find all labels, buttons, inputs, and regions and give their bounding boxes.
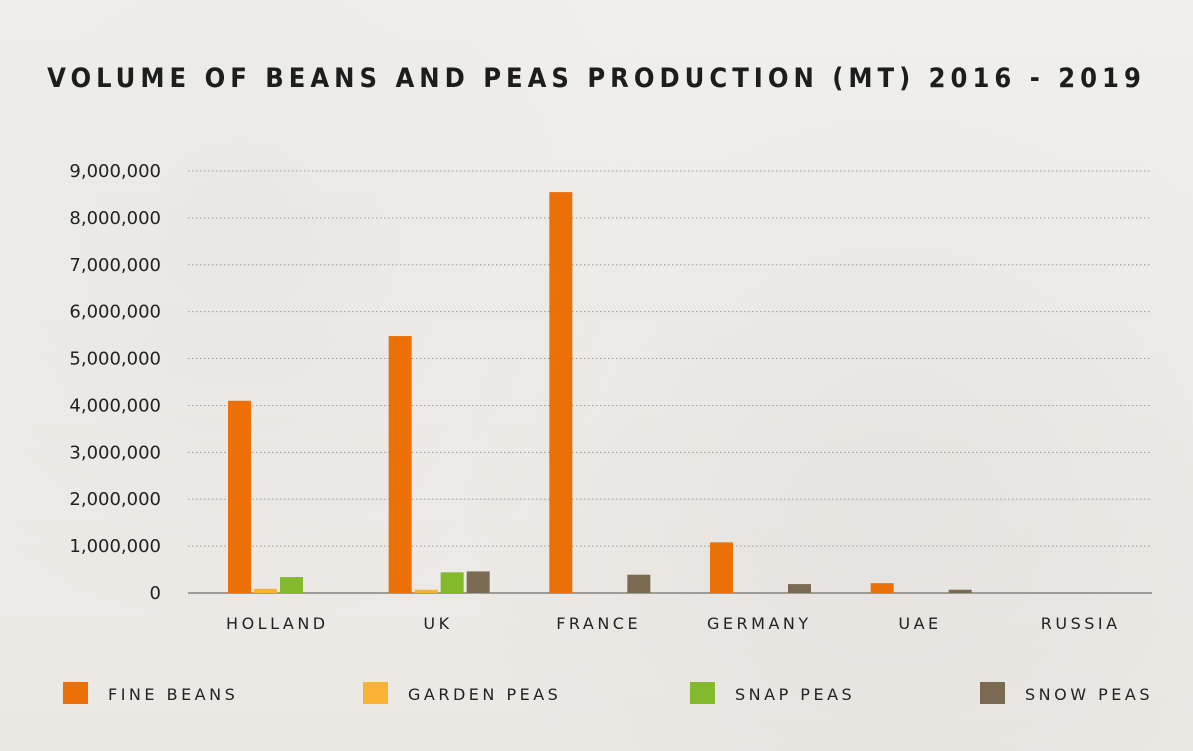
y-tick-label: 0: [150, 583, 161, 604]
bar: [710, 542, 733, 593]
bar: [948, 589, 972, 593]
bar: [254, 588, 277, 593]
legend-swatch: [690, 682, 715, 704]
bar: [228, 400, 251, 593]
legend-label: SNAP PEAS: [735, 685, 855, 704]
bar: [466, 571, 490, 593]
legend-swatch: [363, 682, 388, 704]
x-tick-label: FRANCE: [556, 614, 641, 633]
x-tick-label: UAE: [898, 614, 941, 633]
bar: [870, 583, 894, 593]
bar: [788, 584, 811, 593]
x-tick-label: GERMANY: [707, 614, 812, 633]
y-tick-label: 6,000,000: [69, 302, 161, 323]
chart-title: VOLUME OF BEANS AND PEAS PRODUCTION (MT)…: [47, 63, 1146, 94]
y-tick-label: 4,000,000: [69, 395, 161, 416]
legend-swatch: [980, 682, 1005, 704]
y-tick-label: 1,000,000: [69, 536, 161, 557]
bar: [627, 574, 651, 593]
legend-swatch: [63, 682, 88, 704]
y-tick-label: 7,000,000: [69, 255, 161, 276]
y-tick-label: 5,000,000: [69, 349, 161, 370]
bar: [549, 192, 573, 593]
y-tick-label: 2,000,000: [69, 489, 161, 510]
y-tick-label: 8,000,000: [69, 208, 161, 229]
x-tick-label: RUSSIA: [1041, 614, 1121, 633]
bar: [280, 577, 303, 593]
y-tick-label: 9,000,000: [69, 161, 161, 182]
y-tick-label: 3,000,000: [69, 442, 161, 463]
x-tick-label: HOLLAND: [226, 614, 329, 633]
bar: [388, 336, 412, 593]
x-tick-label: UK: [423, 614, 452, 633]
bar: [414, 589, 438, 593]
legend-label: FINE BEANS: [108, 685, 238, 704]
legend-label: GARDEN PEAS: [408, 685, 561, 704]
legend-label: SNOW PEAS: [1025, 685, 1153, 704]
bar: [440, 572, 464, 593]
